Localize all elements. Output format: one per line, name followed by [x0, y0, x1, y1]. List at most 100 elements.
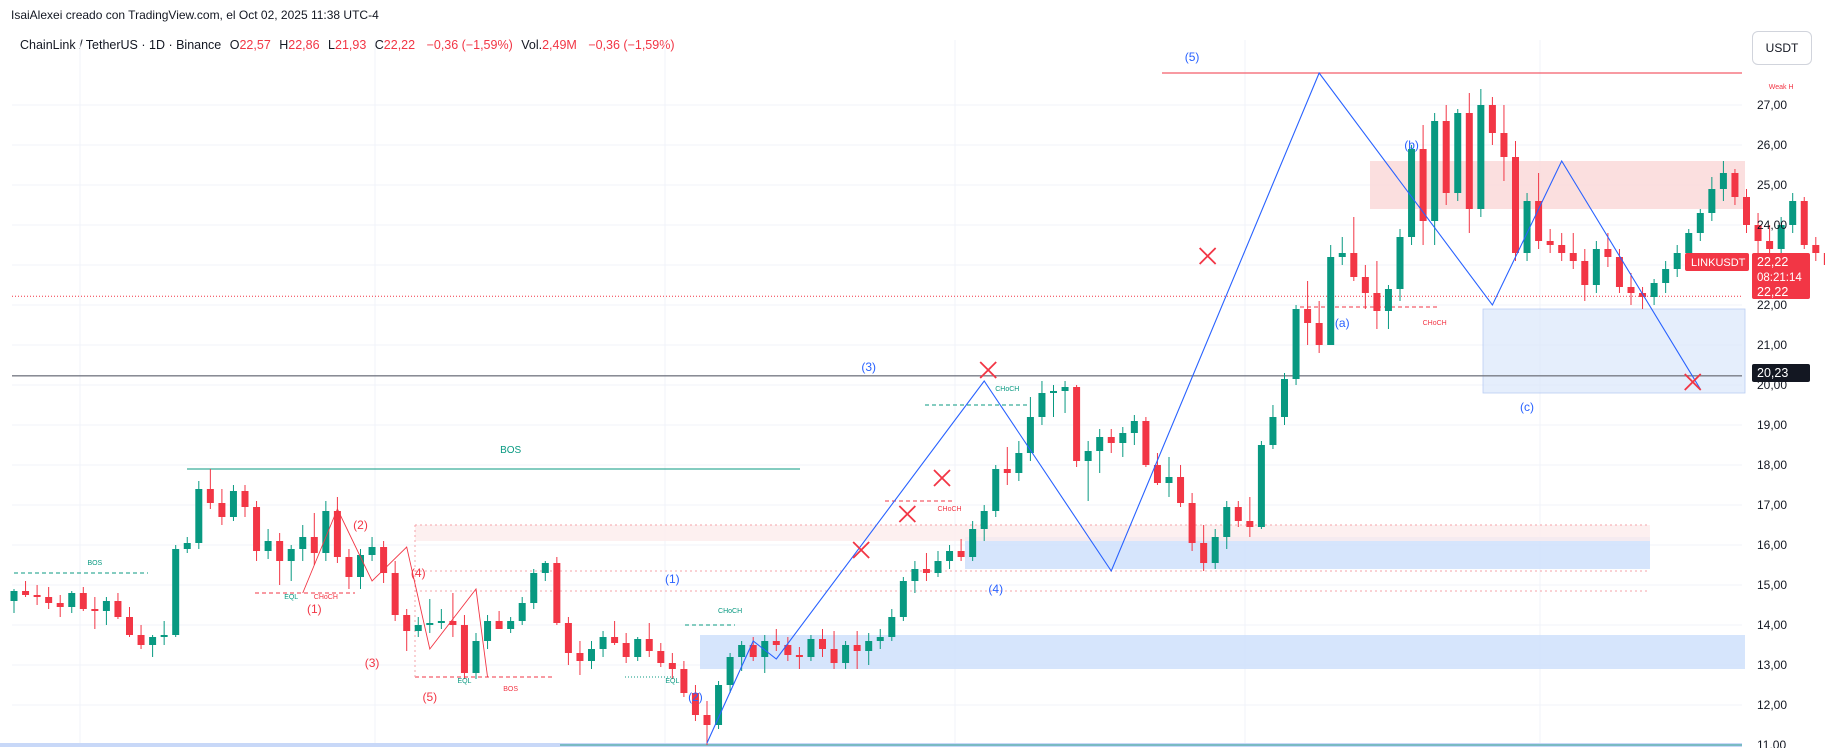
candle-body [1003, 469, 1011, 473]
candle-body [1685, 233, 1693, 253]
candle-body [22, 591, 30, 595]
wave-label: (a) [1335, 316, 1350, 330]
candle-body [172, 549, 180, 635]
elliott-wave-path [706, 71, 1701, 744]
candle-body [1777, 225, 1785, 249]
candle-body [1211, 537, 1219, 563]
candle-body [380, 547, 388, 573]
candle-body [1789, 201, 1797, 225]
candle-body [102, 601, 110, 611]
high-value: 22,86 [288, 38, 320, 52]
currency-button[interactable]: USDT [1752, 31, 1812, 65]
candle-body [1535, 201, 1543, 241]
candle-body [333, 511, 341, 557]
y-tick-label: 19,00 [1757, 418, 1787, 432]
y-tick-label: 11,00 [1757, 738, 1786, 748]
candle-body [1558, 245, 1566, 253]
candle-body [1015, 453, 1023, 473]
zones [0, 161, 1746, 747]
candle-body [1604, 249, 1612, 257]
candle-body [1569, 253, 1577, 261]
candle-body [403, 615, 411, 631]
candle-body [276, 541, 284, 561]
candle-body [749, 645, 757, 657]
candle-body [564, 623, 572, 653]
candle-body [645, 639, 653, 651]
close-value: 22,22 [383, 38, 416, 52]
wave-label: (4) [411, 566, 426, 580]
candle-body [310, 537, 318, 553]
candle-body [1500, 133, 1508, 157]
candle-body [1488, 105, 1496, 133]
candle-body [1627, 287, 1635, 293]
candle-body [195, 489, 203, 543]
candle-body [10, 591, 18, 601]
change-value: −0,36 (−1,59%) [426, 38, 513, 52]
candle-body [114, 601, 122, 617]
y-tick-label: 26,00 [1757, 138, 1787, 152]
candle-body [1281, 379, 1288, 417]
structure-label: CHoCH [1423, 320, 1447, 327]
candle-body [287, 549, 295, 561]
candle-body [622, 643, 630, 657]
wave-label: (5) [422, 690, 437, 704]
candle-body [1315, 323, 1323, 345]
structure-label: CHoCH [314, 594, 338, 601]
candle-body [588, 649, 595, 661]
candle-body [680, 669, 688, 693]
y-tick-label: 21,00 [1757, 338, 1787, 352]
candle-body [68, 593, 76, 607]
y-tick-label: 24,00 [1757, 218, 1787, 232]
candle-body [1130, 421, 1138, 433]
candle-body [1026, 417, 1034, 453]
candle-body [160, 635, 168, 637]
candle-body [865, 641, 873, 651]
candle-body [1073, 387, 1081, 461]
candle-body [980, 511, 988, 529]
structure-label: BOS [503, 686, 518, 693]
candle-body [576, 653, 584, 661]
candle-body [819, 639, 826, 649]
candle-body [1153, 465, 1161, 483]
candle-body [1373, 293, 1381, 311]
symbol-label[interactable]: ChainLink / TetherUS · 1D · Binance [20, 38, 222, 52]
candle-body [611, 637, 619, 643]
candle-body [830, 649, 838, 663]
candle-body [1754, 225, 1762, 241]
ticker-tag-label: LINKUSDT [1691, 257, 1746, 269]
candle-body [1384, 289, 1392, 311]
structure-label: BOS [500, 445, 521, 456]
wave-label: (3) [861, 360, 876, 374]
candle-body [1177, 477, 1185, 503]
candle-body [437, 621, 445, 623]
candle-body [357, 555, 364, 577]
candle-body [1477, 105, 1485, 209]
wave-label: (2) [353, 518, 368, 532]
price-axis: 11,00 12,00 13,00 14,00 15,00 16,00 17,00 18,00… [1685, 98, 1810, 748]
candle-body [1223, 507, 1231, 537]
candle-body [715, 685, 723, 725]
ohlc-legend: ChainLink / TetherUS · 1D · Binance O22,… [20, 38, 674, 52]
structure-label: Weak H [1769, 84, 1794, 91]
candle-body [253, 507, 261, 551]
candle-body [876, 637, 884, 641]
candle-body [1650, 283, 1658, 297]
candle-body [426, 623, 434, 625]
candle-body [1246, 521, 1254, 527]
candle-body [391, 573, 399, 615]
candle-body [206, 489, 214, 503]
wave-label: (c) [1520, 400, 1534, 414]
candle-body [1084, 451, 1092, 461]
candle-body [899, 581, 907, 617]
volume-value: 2,49M [542, 38, 577, 52]
wave-label: (4) [988, 582, 1003, 596]
candle-body [126, 617, 133, 635]
wave-label: (1) [307, 602, 322, 616]
low-value: 21,93 [335, 38, 367, 52]
candle-body [1454, 113, 1462, 193]
x-marker [1199, 247, 1217, 265]
close-label: C [374, 38, 384, 52]
candle-body [1327, 257, 1335, 345]
candle-body [1165, 477, 1173, 483]
